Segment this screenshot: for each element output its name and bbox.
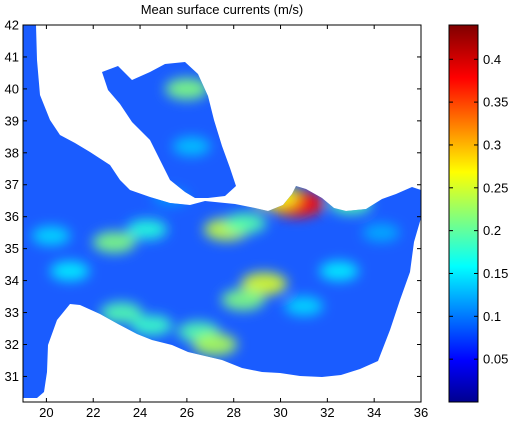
y-tick-label: 31 (5, 369, 19, 384)
current-hotspot-16 (362, 223, 400, 242)
colorbar-tick-label: 0.15 (483, 266, 508, 281)
current-hotspot-11 (131, 314, 173, 336)
y-tick-label: 41 (5, 49, 19, 64)
x-tick-label: 26 (180, 405, 194, 420)
current-hotspot-9 (192, 333, 238, 356)
x-tick-label: 24 (133, 405, 147, 420)
current-hotspot-7 (221, 288, 265, 311)
current-hotspot-2 (92, 231, 137, 254)
colorbar-tick-label: 0.2 (483, 223, 501, 238)
current-hotspot-10 (100, 302, 143, 324)
colorbar-tick-label: 0.1 (483, 309, 501, 324)
colorbar-tick-label: 0.05 (483, 352, 508, 367)
colorbar-gradient (449, 25, 478, 402)
x-tick-label: 22 (86, 405, 100, 420)
current-hotspot-12 (50, 261, 90, 281)
current-hotspot-5 (224, 212, 267, 234)
colorbar-tick-label: 0.35 (483, 95, 508, 110)
colorbar-tick-label: 0.3 (483, 137, 501, 152)
x-tick-label: 36 (414, 405, 428, 420)
y-tick-label: 33 (5, 305, 19, 320)
colorbar: 0.05 0.1 0.15 0.2 0.25 0.3 0.35 0.4 (448, 24, 508, 403)
colorbar-tick-label: 0.25 (483, 180, 508, 195)
y-tick-label: 34 (5, 273, 19, 288)
current-hotspot-17 (284, 296, 324, 316)
x-tick-label: 20 (39, 405, 53, 420)
chart-title: Mean surface currents (m/s) (141, 2, 304, 17)
y-axis: 31 32 33 34 35 36 37 38 39 40 41 42 (5, 18, 421, 384)
x-tick-label: 32 (320, 405, 334, 420)
current-hotspot-13 (31, 226, 71, 246)
x-tick-label: 30 (273, 405, 287, 420)
y-tick-label: 37 (5, 177, 19, 192)
y-tick-label: 39 (5, 113, 19, 128)
y-tick-label: 38 (5, 145, 19, 160)
colorbar-frame (448, 24, 479, 403)
current-hotspot-3 (126, 219, 168, 240)
current-hotspot-6 (241, 272, 288, 296)
y-tick-label: 42 (5, 18, 19, 33)
current-hotspot-18 (165, 78, 209, 100)
current-hotspot-14 (319, 261, 359, 281)
x-tick-label: 34 (367, 405, 381, 420)
y-tick-label: 32 (5, 337, 19, 352)
colorbar-tick-label: 0.4 (483, 52, 501, 67)
y-tick-label: 35 (5, 241, 19, 256)
plot-frame (22, 24, 422, 403)
y-tick-label: 40 (5, 81, 19, 96)
current-hotspot-19 (172, 136, 211, 156)
colorbar-ticks: 0.05 0.1 0.15 0.2 0.25 0.3 0.35 0.4 (449, 52, 508, 367)
x-tick-label: 28 (226, 405, 240, 420)
x-axis: 20 22 24 26 28 30 32 34 36 (39, 25, 428, 420)
y-tick-label: 36 (5, 209, 19, 224)
